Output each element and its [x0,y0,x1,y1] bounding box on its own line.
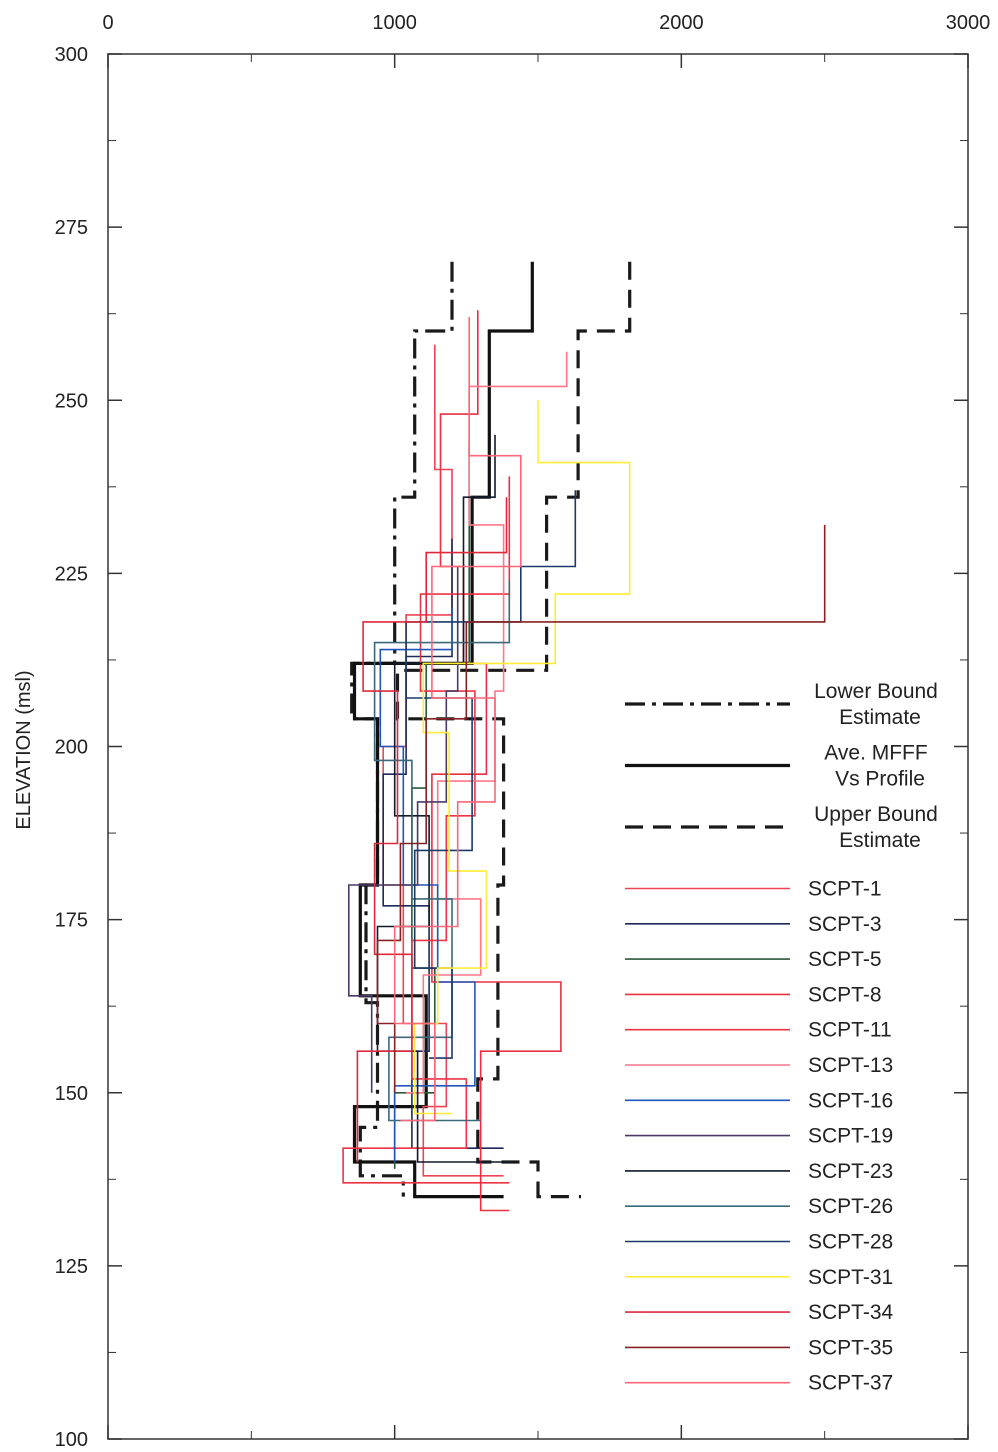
tick-marks [107,53,969,1440]
x-tick-label: 1000 [372,12,417,34]
y-tick-label: 275 [55,217,88,239]
legend-label-scpt-13: SCPT-13 [808,1054,893,1077]
legend-label-scpt-11: SCPT-11 [808,1019,892,1042]
series-line-lower-bound-estimate [350,261,454,1197]
legend-label-scpt-37: SCPT-37 [808,1372,893,1395]
y-tick-label: 250 [55,390,88,412]
legend-label-scpt-34: SCPT-34 [808,1301,894,1324]
y-tick-label: 125 [55,1256,88,1278]
legend-label-scpt-19: SCPT-19 [808,1125,893,1148]
series-line-scpt-35 [376,524,826,1093]
series-line-scpt-26 [373,580,511,1122]
y-axis-title: ELEVATION (msl) [13,670,35,829]
legend-label-scpt-35: SCPT-35 [808,1336,893,1359]
y-tick-labels: 100 125 150 175 200 225 250 275 300 [55,44,88,1451]
series-line-scpt-16 [379,608,476,1162]
legend-label-lower-bound-estimate: Lower Bound Estimate [814,680,938,729]
legend-label-scpt-26: SCPT-26 [808,1195,893,1218]
legend-label-scpt-8: SCPT-8 [808,983,882,1006]
legend-label-scpt-5: SCPT-5 [808,948,882,971]
series-line-scpt-8 [431,310,562,1212]
series-line-scpt-34 [356,497,508,1162]
series-line-scpt-37 [393,317,522,1122]
x-tick-label: 0 [102,12,113,34]
legend: Lower Bound Estimate Ave. MFFF Vs Profile Up… [625,680,938,1395]
x-tick-label: 2000 [659,12,704,34]
y-tick-label: 200 [55,737,88,759]
y-tick-label: 150 [55,1083,88,1105]
series-line-ave-mfff-vs-profile [352,261,534,1199]
legend-label-scpt-3: SCPT-3 [808,913,882,936]
series-line-scpt-3 [382,538,504,1149]
y-tick-label: 100 [55,1429,88,1451]
y-tick-label: 225 [55,563,88,585]
legend-label-scpt-1: SCPT-1 [808,878,882,901]
legend-label-upper-bound-estimate: Upper Bound Estimate [814,803,938,852]
y-tick-label: 175 [55,910,88,932]
series-line-scpt-11 [342,476,511,1184]
legend-label-scpt-28: SCPT-28 [808,1231,893,1254]
legend-label-ave-mfff-vs-profile: Ave. MFFF Vs Profile [824,742,927,791]
legend-label-scpt-23: SCPT-23 [808,1160,893,1183]
series-lines [342,261,826,1212]
series-line-scpt-23 [376,434,510,1163]
x-tick-labels: 0 1000 2000 3000 [102,12,990,34]
x-tick-label: 3000 [946,12,991,34]
series-line-upper-bound-estimate [395,261,632,1199]
legend-label-scpt-16: SCPT-16 [808,1089,893,1112]
legend-label-scpt-31: SCPT-31 [808,1266,893,1289]
y-tick-label: 300 [55,44,88,66]
